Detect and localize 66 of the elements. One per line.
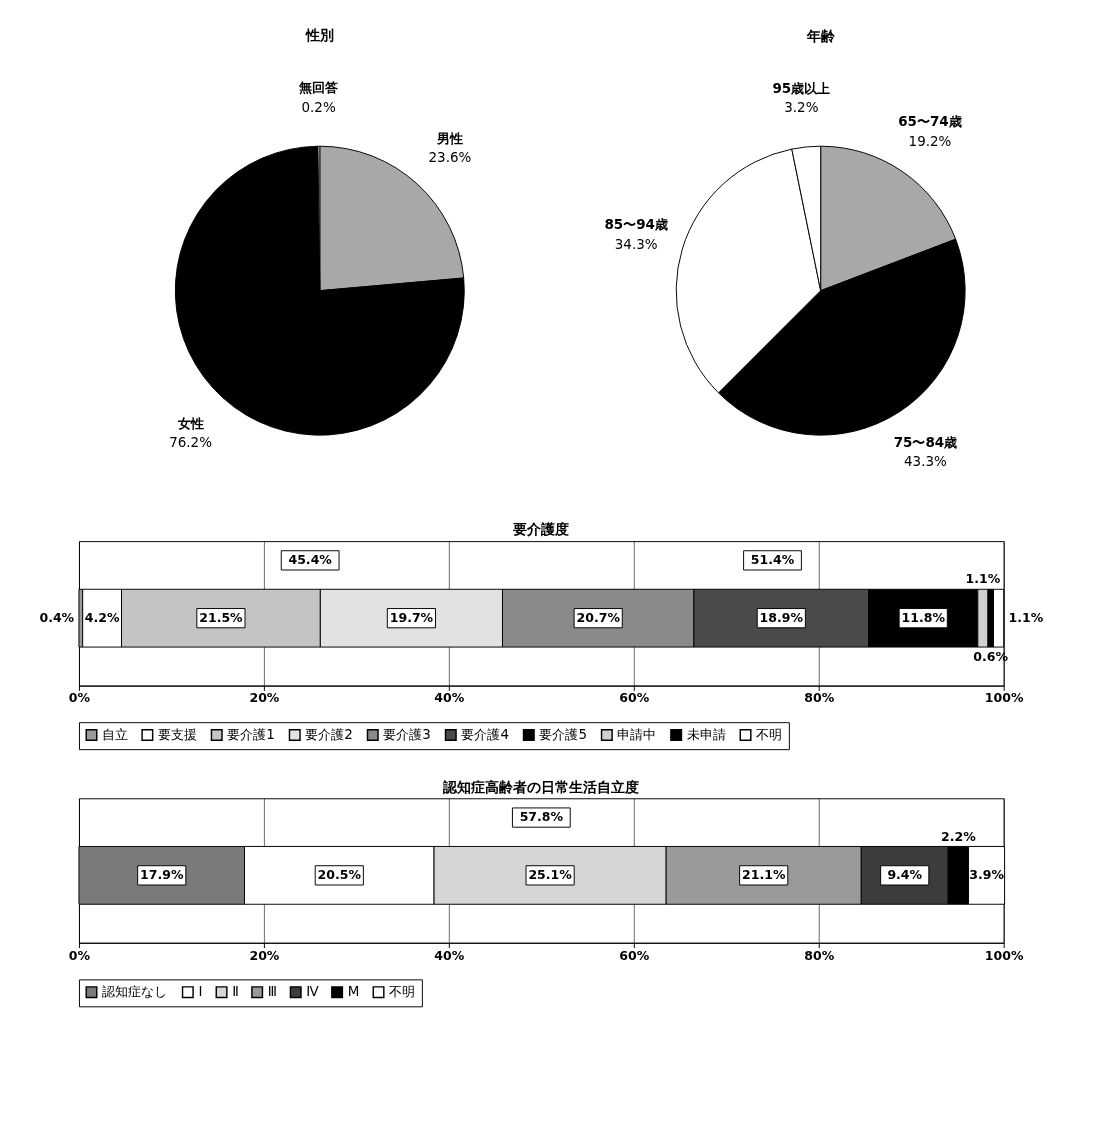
legend-label: 要介護4 — [461, 725, 509, 742]
data-label: 21.1% — [742, 867, 786, 883]
data-label: 34.3% — [614, 235, 658, 252]
x-tick-label: 0% — [68, 690, 91, 706]
legend-label: 申請中 — [617, 725, 657, 742]
data-label: 17.9% — [140, 867, 184, 883]
data-label: 19.7% — [389, 610, 434, 626]
legend-label: 不明 — [389, 983, 416, 1000]
legend-label: 要支援 — [157, 725, 197, 742]
chart-title: 要介護度 — [512, 521, 570, 538]
data-label: 1.1% — [965, 571, 1001, 587]
chart-title: 年齢 — [805, 28, 836, 45]
annotation: 45.4% — [288, 552, 333, 568]
data-label: 20.7% — [576, 610, 621, 626]
legend-label: 不明 — [756, 725, 783, 742]
x-tick-label: 80% — [804, 690, 835, 706]
slice-label: 65〜74歳 — [898, 113, 962, 130]
slice-label: 女性 — [176, 414, 204, 431]
annotation: 51.4% — [750, 552, 795, 568]
data-label: 19.2% — [908, 132, 952, 149]
x-tick-label: 100% — [984, 690, 1024, 706]
data-label: 23.6% — [428, 149, 472, 166]
x-tick-label: 40% — [434, 947, 465, 963]
x-tick-label: 20% — [249, 947, 280, 963]
chart-title: 性別 — [304, 27, 334, 44]
slice-label: 85〜94歳 — [604, 216, 668, 233]
legend-label: M — [347, 983, 360, 1000]
legend-label: 要介護2 — [305, 725, 353, 742]
data-label: 76.2% — [169, 434, 213, 451]
data-label: 2.2% — [941, 828, 977, 844]
slice-label: 男性 — [435, 129, 463, 146]
legend-label: 未申請 — [686, 725, 726, 742]
legend-label: 自立 — [102, 725, 129, 742]
data-label: 20.5% — [317, 867, 362, 883]
chart-title: 認知症高齢者の日常生活自立度 — [442, 778, 640, 795]
slice-label: 95歳以上 — [772, 80, 831, 97]
x-tick-label: 80% — [804, 947, 835, 963]
data-label: 3.2% — [784, 99, 819, 116]
annotation: 57.8% — [519, 809, 564, 825]
slice-label: 75〜84歳 — [893, 433, 958, 450]
legend-label: 要介護5 — [539, 725, 587, 742]
x-tick-label: 100% — [984, 947, 1024, 963]
x-tick-label: 40% — [434, 690, 465, 706]
legend-label: 認知症なし — [102, 983, 168, 1000]
legend-label: Ⅱ — [232, 983, 239, 1000]
data-label: 11.8% — [901, 610, 946, 626]
legend-label: 要介護1 — [227, 725, 275, 742]
data-label: 21.5% — [199, 610, 244, 626]
slice-label: 無回答 — [298, 79, 340, 96]
legend-label: Ⅰ — [198, 983, 203, 1000]
legend-label: Ⅳ — [306, 983, 320, 1000]
data-label: 4.2% — [84, 610, 120, 626]
x-tick-label: 0% — [68, 947, 91, 963]
x-tick-label: 60% — [619, 947, 650, 963]
data-label: 25.1% — [528, 867, 573, 883]
data-label: 9.4% — [887, 867, 923, 883]
legend-label: 要介護3 — [383, 725, 431, 742]
x-tick-label: 60% — [619, 690, 650, 706]
data-label: 43.3% — [904, 452, 948, 469]
x-tick-label: 20% — [249, 690, 280, 706]
data-label: 18.9% — [759, 610, 804, 626]
data-label: 0.4% — [39, 610, 75, 626]
data-label: 3.9% — [969, 867, 1005, 883]
data-label: 1.1% — [1008, 610, 1044, 626]
data-label: 0.2% — [301, 98, 336, 115]
legend-label: Ⅲ — [267, 983, 278, 1000]
